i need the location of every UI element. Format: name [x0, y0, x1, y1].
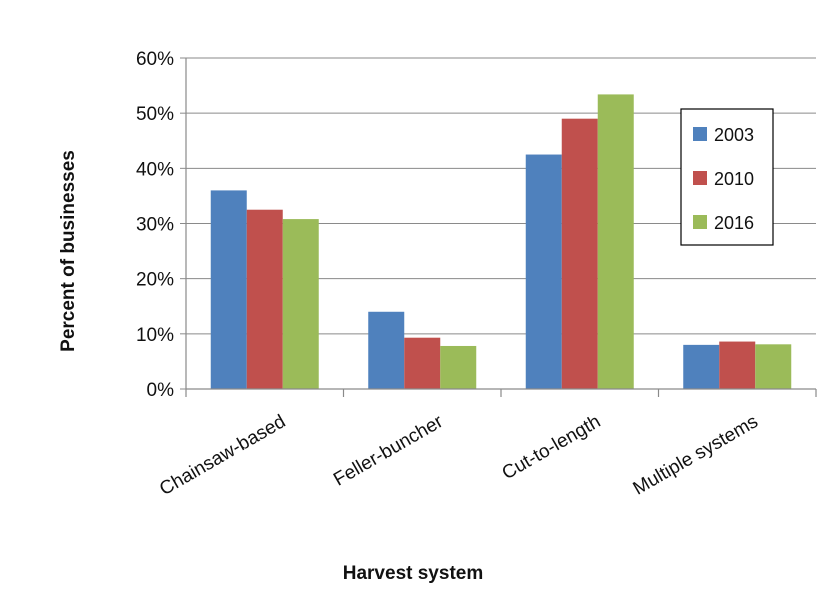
legend-label-2010: 2010 [714, 169, 754, 189]
bar-2003-1 [210, 190, 247, 389]
legend-swatch-2003 [693, 127, 707, 141]
bar-2010-4 [719, 341, 756, 389]
bar-2003-2 [368, 311, 405, 389]
y-tick-label: 50% [136, 104, 174, 125]
bar-2016-3 [597, 94, 634, 389]
x-tick-label: Multiple systems [630, 411, 762, 499]
legend-label-2003: 2003 [714, 125, 754, 145]
bar-2010-3 [561, 118, 598, 389]
legend-label-2016: 2016 [714, 213, 754, 233]
y-tick-label: 60% [136, 49, 174, 70]
x-tick-label: Chainsaw-based [156, 411, 289, 500]
bar-2003-3 [525, 154, 562, 389]
legend-swatch-2010 [693, 171, 707, 185]
y-tick-label: 0% [147, 380, 175, 401]
bar-2016-4 [755, 344, 792, 389]
y-tick-label: 30% [136, 215, 174, 236]
y-axis-title: Percent of businesses [58, 150, 79, 352]
bars [210, 94, 792, 389]
x-axis-title: Harvest system [343, 563, 483, 584]
bar-2003-4 [683, 344, 720, 389]
x-tick-label: Feller-buncher [330, 411, 447, 491]
bar-2010-1 [246, 209, 283, 389]
x-tick-label: Cut-to-length [499, 411, 605, 484]
y-tick-label: 10% [136, 325, 174, 346]
legend-swatch-2016 [693, 215, 707, 229]
legend: 2003 2010 2016 [680, 108, 774, 246]
bar-2016-1 [282, 219, 319, 389]
y-tick-label: 20% [136, 270, 174, 291]
y-tick-label: 40% [136, 159, 174, 180]
axes [180, 57, 817, 397]
bar-2016-2 [440, 345, 477, 389]
bar-2010-2 [404, 337, 441, 389]
